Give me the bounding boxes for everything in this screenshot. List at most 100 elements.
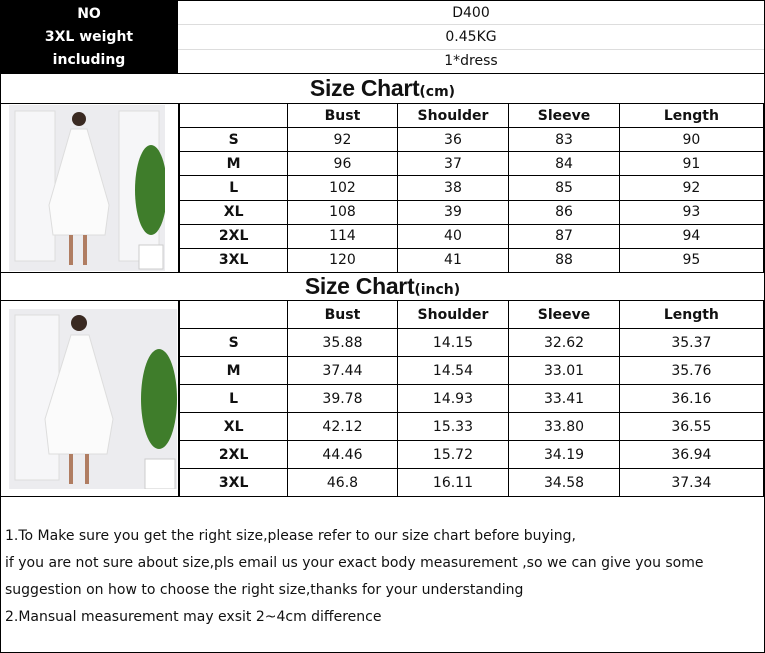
column-header: Sleeve xyxy=(508,102,620,129)
cell: 15.72 xyxy=(396,440,510,469)
cm-table: Bust Shoulder Sleeve Length S 92 36 83 90 M 96 37 84… xyxy=(178,102,765,274)
table-row: 2XL 114 40 87 94 xyxy=(178,223,765,249)
column-header xyxy=(178,300,289,329)
cell: 84 xyxy=(508,151,620,177)
size-label: XL xyxy=(178,412,289,441)
column-header: Shoulder xyxy=(396,102,510,129)
cell: 35.37 xyxy=(618,328,765,357)
size-chart-inch-title: Size Chart (inch) xyxy=(0,272,765,301)
cell: 36.16 xyxy=(618,384,765,413)
cell: 39.78 xyxy=(287,384,398,413)
cell: 91 xyxy=(618,151,765,177)
product-photo xyxy=(1,103,179,273)
cell: 90 xyxy=(618,127,765,153)
cell: 92 xyxy=(287,127,398,153)
size-label: S xyxy=(178,127,289,153)
label-no: NO xyxy=(77,6,101,23)
cell: 42.12 xyxy=(287,412,398,441)
cell: 108 xyxy=(287,199,398,225)
size-label: M xyxy=(178,356,289,385)
table-row: M 96 37 84 91 xyxy=(178,151,765,177)
cell: 33.80 xyxy=(508,412,620,441)
table-row: S 92 36 83 90 xyxy=(178,127,765,153)
size-label: 2XL xyxy=(178,223,289,249)
cell: 36.55 xyxy=(618,412,765,441)
label-weight: 3XL weight xyxy=(44,28,134,45)
value-including: 1*dress xyxy=(444,53,498,70)
info-values: D400 0.45KG 1*dress xyxy=(178,1,764,73)
cell: 36.94 xyxy=(618,440,765,469)
cell: 34.58 xyxy=(508,468,620,497)
cell: 37.44 xyxy=(287,356,398,385)
cell: 33.01 xyxy=(508,356,620,385)
note-line: 1.To Make sure you get the right size,pl… xyxy=(5,528,576,544)
note-line: suggestion on how to choose the right si… xyxy=(5,582,524,598)
label-including: including xyxy=(52,51,126,68)
size-label: M xyxy=(178,151,289,177)
inch-table: Bust Shoulder Sleeve Length S 35.88 14.15 32.62… xyxy=(178,300,765,497)
cell: 86 xyxy=(508,199,620,225)
note-line: 2.Mansual measurement may exsit 2~4cm di… xyxy=(5,609,382,625)
size-chart-cm-title: Size Chart (cm) xyxy=(0,73,765,104)
cell: 34.19 xyxy=(508,440,620,469)
cell: 44.46 xyxy=(287,440,398,469)
product-info: NO 3XL weight including D400 0.45KG 1*dr… xyxy=(0,0,765,73)
cell: 15.33 xyxy=(396,412,510,441)
cell: 92 xyxy=(618,175,765,201)
column-header: Shoulder xyxy=(396,300,510,329)
cell: 33.41 xyxy=(508,384,620,413)
title-text: Size Chart xyxy=(309,75,420,101)
cell: 39 xyxy=(396,199,510,225)
value-no: D400 xyxy=(178,1,764,26)
value-weight: 0.45KG xyxy=(178,25,764,50)
cell: 16.11 xyxy=(396,468,510,497)
dress-photo xyxy=(9,308,177,489)
cell: 94 xyxy=(618,223,765,249)
column-header: Sleeve xyxy=(508,300,620,329)
cell: 120 xyxy=(287,247,398,274)
cell: 88 xyxy=(508,247,620,274)
title-unit: (cm) xyxy=(419,83,456,100)
column-header xyxy=(178,102,289,129)
cell: 37.34 xyxy=(618,468,765,497)
table-row: XL 108 39 86 93 xyxy=(178,199,765,225)
column-header: Length xyxy=(618,300,765,329)
cell: 37 xyxy=(396,151,510,177)
cell: 40 xyxy=(396,223,510,249)
size-label: S xyxy=(178,328,289,357)
cell: 41 xyxy=(396,247,510,274)
cell: 46.8 xyxy=(287,468,398,497)
table-row: 3XL 46.8 16.11 34.58 37.34 xyxy=(178,468,765,497)
cell: 96 xyxy=(287,151,398,177)
cell: 14.15 xyxy=(396,328,510,357)
table-row: 2XL 44.46 15.72 34.19 36.94 xyxy=(178,440,765,469)
cell: 32.62 xyxy=(508,328,620,357)
cell: 36 xyxy=(396,127,510,153)
title-unit: (inch) xyxy=(414,281,461,298)
size-label: 3XL xyxy=(178,468,289,497)
table-row: L 102 38 85 92 xyxy=(178,175,765,201)
size-label: XL xyxy=(178,199,289,225)
table-row: XL 42.12 15.33 33.80 36.55 xyxy=(178,412,765,441)
table-row: 3XL 120 41 88 95 xyxy=(178,247,765,274)
info-labels: NO 3XL weight including xyxy=(0,1,178,73)
cell: 38 xyxy=(396,175,510,201)
dress-photo xyxy=(9,105,165,271)
cell: 93 xyxy=(618,199,765,225)
cell: 14.93 xyxy=(396,384,510,413)
size-chart-cm: Bust Shoulder Sleeve Length S 92 36 83 90 M 96 37 84… xyxy=(0,102,765,274)
cell: 95 xyxy=(618,247,765,274)
table-row: L 39.78 14.93 33.41 36.16 xyxy=(178,384,765,413)
size-label: L xyxy=(178,384,289,413)
column-header: Length xyxy=(618,102,765,129)
size-label: L xyxy=(178,175,289,201)
cell: 114 xyxy=(287,223,398,249)
size-label: 2XL xyxy=(178,440,289,469)
note-line: if you are not sure about size,pls email… xyxy=(5,555,704,571)
notes: 1.To Make sure you get the right size,pl… xyxy=(0,496,765,653)
cell: 87 xyxy=(508,223,620,249)
column-header: Bust xyxy=(287,300,398,329)
title-text: Size Chart xyxy=(304,273,415,299)
cell: 85 xyxy=(508,175,620,201)
table-row: S 35.88 14.15 32.62 35.37 xyxy=(178,328,765,357)
